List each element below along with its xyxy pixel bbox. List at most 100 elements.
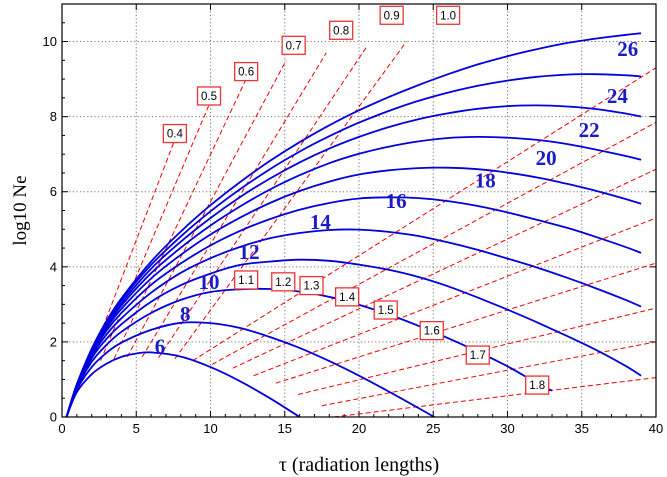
age-label-text: 0.4 — [167, 129, 184, 141]
x-tick-label: 15 — [278, 421, 292, 436]
age-line-0.8 — [141, 52, 327, 358]
curve-label-8: 8 — [180, 302, 191, 326]
age-label-1.5: 1.5 — [373, 300, 398, 320]
age-label-0.9: 0.9 — [379, 5, 404, 25]
age-label-text: 0.6 — [238, 67, 254, 79]
age-label-1.1: 1.1 — [233, 270, 259, 290]
curve-label-24: 24 — [607, 84, 629, 108]
age-label-1.7: 1.7 — [465, 345, 490, 365]
age-label-1.0: 1.0 — [435, 5, 461, 25]
age-line-1.1 — [192, 67, 656, 362]
age-label-box — [329, 20, 354, 40]
age-label-1.4: 1.4 — [334, 287, 360, 307]
age-label-text: 0.5 — [201, 91, 217, 103]
age-label-box — [196, 86, 222, 106]
age-label-box — [233, 61, 259, 82]
age-label-text: 1.1 — [238, 275, 254, 287]
age-labels: 0.4 0.5 0.6 0.7 0.8 0.9 1.0 1.1 1.2 1.3 1.4 1.5 1.6 1… — [162, 5, 550, 395]
shower-curve-24 — [65, 73, 642, 417]
age-label-text: 1.2 — [275, 277, 291, 289]
age-label-text: 0.8 — [333, 25, 349, 37]
shower-curve-20 — [65, 135, 642, 417]
curve-label-20: 20 — [536, 146, 557, 170]
age-label-1.3: 1.3 — [299, 275, 324, 296]
x-tick-label: 40 — [649, 421, 663, 436]
age-label-0.5: 0.5 — [196, 86, 222, 106]
curve-label-22: 22 — [579, 118, 600, 142]
age-line-1.2 — [211, 121, 656, 365]
age-label-text: 1.7 — [470, 350, 486, 362]
age-label-text: 1.4 — [339, 292, 356, 304]
age-line-1.3 — [232, 168, 656, 369]
x-tick-label: 0 — [58, 421, 65, 436]
age-line-0.9 — [158, 46, 367, 358]
x-tick-label: 35 — [575, 421, 589, 436]
age-label-box — [465, 345, 490, 365]
y-tick-label: 6 — [50, 184, 57, 199]
shower-curve-18 — [65, 166, 642, 417]
age-label-1.6: 1.6 — [419, 320, 444, 341]
x-tick-label: 25 — [426, 421, 440, 436]
age-label-text: 1.5 — [378, 305, 394, 317]
y-tick-label: 0 — [50, 410, 57, 425]
shower-curve-12 — [65, 258, 642, 417]
curve-label-6: 6 — [155, 334, 166, 358]
shower-curve-6 — [65, 351, 302, 417]
age-label-0.6: 0.6 — [233, 61, 259, 82]
age-label-text: 1.0 — [440, 10, 456, 22]
age-label-0.4: 0.4 — [162, 123, 188, 144]
age-label-0.8: 0.8 — [329, 20, 354, 40]
age-label-0.7: 0.7 — [281, 35, 306, 55]
x-tick-label: 10 — [203, 421, 217, 436]
x-tick-label: 20 — [352, 421, 366, 436]
x-tick-label: 5 — [133, 421, 140, 436]
age-label-box — [373, 300, 398, 320]
age-label-text: 1.6 — [424, 326, 440, 338]
curve-label-18: 18 — [475, 168, 496, 192]
age-line-1.5 — [275, 262, 656, 384]
age-label-box — [334, 287, 360, 307]
age-label-box — [299, 275, 324, 296]
age-label-box — [525, 375, 550, 395]
curve-labels: 68 10 12 14 16 18 20 22 24 26 — [155, 37, 639, 358]
age-label-text: 0.7 — [286, 40, 302, 52]
age-line-1.0 — [174, 41, 407, 360]
y-tick-label: 8 — [50, 109, 57, 124]
age-label-text: 0.9 — [384, 10, 400, 22]
age-line-1.4 — [253, 217, 656, 377]
y-axis-title-group: log10 Ne — [10, 175, 31, 245]
y-tick-label: 10 — [43, 34, 57, 49]
shower-curve-16 — [65, 196, 642, 417]
age-label-box — [233, 270, 259, 290]
age-label-box — [435, 5, 461, 25]
curve-label-14: 14 — [310, 210, 332, 234]
age-label-1.2: 1.2 — [271, 272, 296, 292]
curve-label-16: 16 — [386, 189, 407, 213]
y-tick-label: 4 — [50, 259, 57, 274]
curve-label-10: 10 — [199, 270, 220, 294]
shower-curve-14 — [65, 228, 642, 417]
x-axis-title: τ (radiation lengths) — [279, 454, 439, 476]
age-label-box — [379, 5, 404, 25]
y-tick-label: 2 — [50, 334, 57, 349]
age-label-1.8: 1.8 — [525, 375, 550, 395]
age-label-text: 1.3 — [303, 281, 319, 293]
curve-label-12: 12 — [239, 240, 260, 264]
age-label-box — [271, 272, 296, 292]
plot-frame — [61, 3, 657, 418]
shower-curve-26 — [65, 32, 642, 417]
age-label-box — [419, 320, 444, 341]
x-tick-label: 30 — [500, 421, 514, 436]
shower-curve-22 — [65, 104, 642, 417]
y-axis-title: log10 Ne — [10, 175, 31, 245]
age-label-box — [162, 123, 188, 144]
grid — [62, 4, 656, 417]
curve-label-26: 26 — [617, 37, 638, 61]
shower-curves — [65, 32, 642, 417]
age-line-1.8 — [333, 377, 656, 417]
age-label-box — [281, 35, 306, 55]
shower-curve-8 — [65, 321, 436, 417]
age-label-text: 1.8 — [529, 380, 545, 392]
